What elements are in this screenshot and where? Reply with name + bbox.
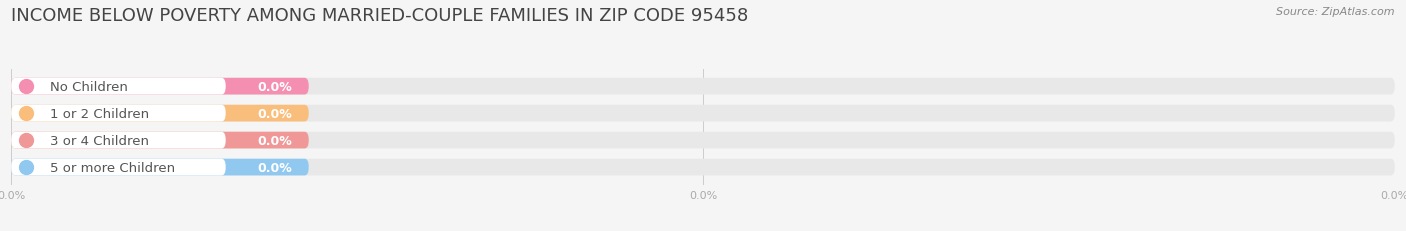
- Text: INCOME BELOW POVERTY AMONG MARRIED-COUPLE FAMILIES IN ZIP CODE 95458: INCOME BELOW POVERTY AMONG MARRIED-COUPL…: [11, 7, 748, 25]
- Text: 0.0%: 0.0%: [257, 134, 292, 147]
- Text: Source: ZipAtlas.com: Source: ZipAtlas.com: [1277, 7, 1395, 17]
- FancyBboxPatch shape: [11, 79, 1395, 95]
- Text: 5 or more Children: 5 or more Children: [51, 161, 176, 174]
- FancyBboxPatch shape: [11, 79, 309, 95]
- FancyBboxPatch shape: [11, 79, 226, 95]
- Text: 1 or 2 Children: 1 or 2 Children: [51, 107, 149, 120]
- FancyBboxPatch shape: [11, 159, 309, 176]
- FancyBboxPatch shape: [11, 132, 1395, 149]
- Text: 3 or 4 Children: 3 or 4 Children: [51, 134, 149, 147]
- FancyBboxPatch shape: [11, 132, 226, 149]
- Text: 0.0%: 0.0%: [257, 80, 292, 93]
- Text: 0.0%: 0.0%: [257, 161, 292, 174]
- FancyBboxPatch shape: [11, 159, 1395, 176]
- FancyBboxPatch shape: [11, 105, 1395, 122]
- FancyBboxPatch shape: [11, 159, 226, 176]
- FancyBboxPatch shape: [11, 105, 309, 122]
- FancyBboxPatch shape: [11, 105, 226, 122]
- Text: No Children: No Children: [51, 80, 128, 93]
- Text: 0.0%: 0.0%: [257, 107, 292, 120]
- FancyBboxPatch shape: [11, 132, 309, 149]
